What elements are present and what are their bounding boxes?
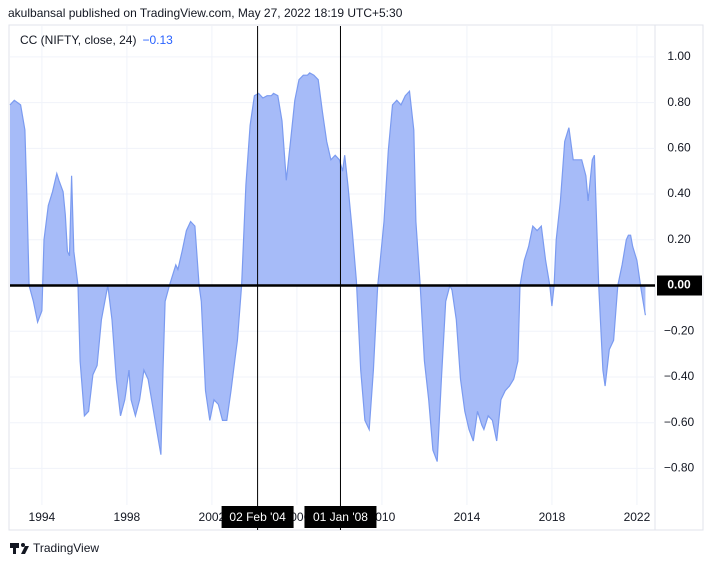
area-fill	[10, 72, 646, 462]
frame	[8, 24, 704, 531]
y-tick-label: 1.00	[667, 49, 691, 63]
marker-badge	[304, 506, 377, 528]
y-tick-label: 0.40	[667, 186, 691, 200]
zero-badge	[657, 275, 702, 296]
y-tick-label: 0.80	[667, 95, 691, 109]
y-tick-label: −0.60	[664, 415, 695, 429]
marker-label: 02 Feb '04	[229, 510, 286, 524]
y-tick-label: 0.60	[667, 140, 691, 154]
marker-label: 01 Jan '08	[313, 510, 368, 524]
y-tick-label: −0.40	[664, 369, 695, 383]
x-tick-label: 2018	[539, 510, 566, 524]
y-tick-label: 0.20	[667, 232, 691, 246]
logo	[10, 543, 29, 554]
marker-badge	[221, 506, 294, 528]
y-tick-label: −0.80	[664, 461, 695, 475]
x-tick-label: 2022	[624, 510, 651, 524]
legend: CC (NIFTY, close, 24) −0.13	[20, 33, 173, 47]
legend-value: −0.13	[142, 33, 173, 47]
y-tick-label: 0.00	[667, 278, 691, 292]
x-tick-label: 2014	[454, 510, 481, 524]
x-tick-label: 1998	[114, 510, 141, 524]
y-tick-label: −0.20	[664, 323, 695, 337]
x-tick-label: 1994	[29, 510, 56, 524]
footer: TradingView	[33, 541, 99, 555]
x-tick-label: 2002	[199, 510, 226, 524]
area-line	[9, 72, 646, 462]
legend-name: CC (NIFTY, close, 24)	[20, 33, 136, 47]
header: akulbansal published on TradingView.com,…	[8, 6, 403, 20]
